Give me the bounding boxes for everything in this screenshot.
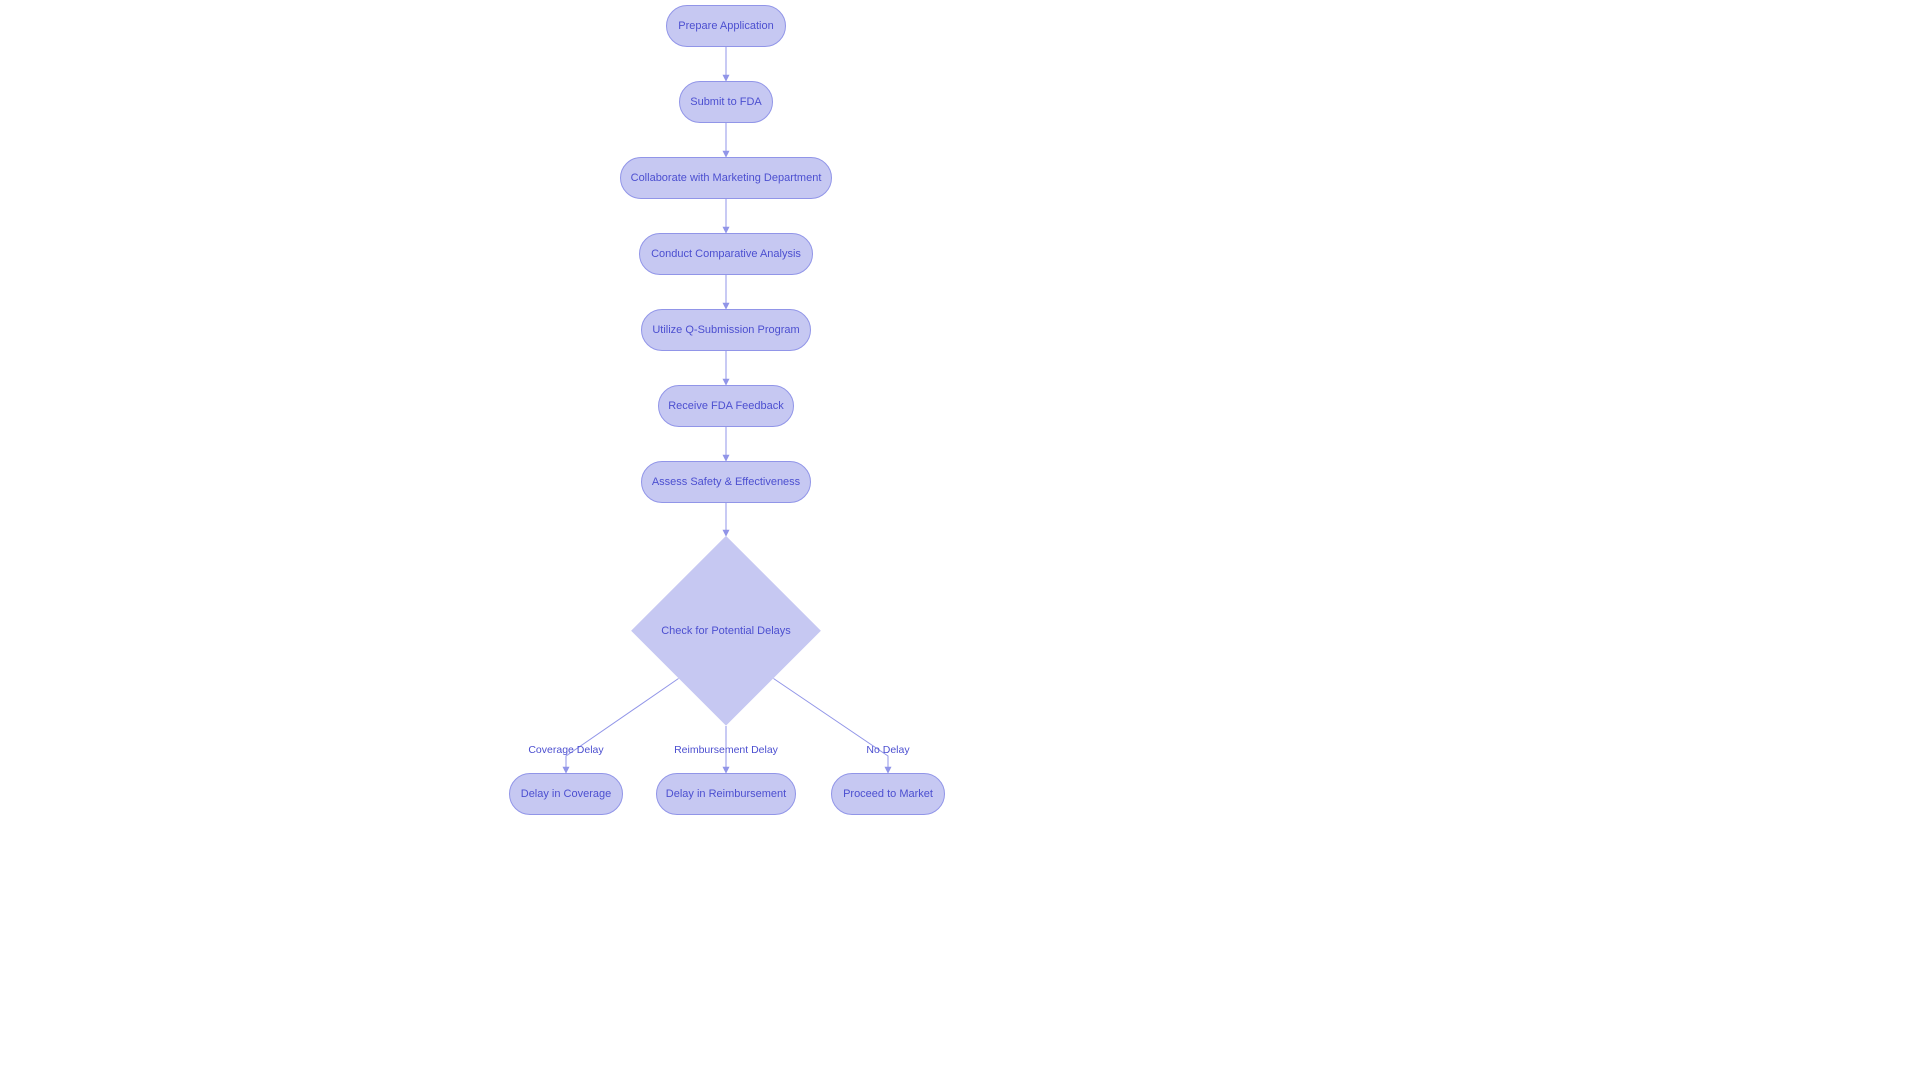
decision-node xyxy=(631,536,821,726)
flowchart-canvas: Prepare Application Submit to FDA Collabor… xyxy=(0,0,1920,1080)
process-node: Delay in Reimbursement xyxy=(656,773,796,815)
process-node: Delay in Coverage xyxy=(509,773,623,815)
process-node: Proceed to Market xyxy=(831,773,945,815)
edge-label: Reimbursement Delay xyxy=(674,744,778,756)
edge-label: Coverage Delay xyxy=(528,744,603,756)
process-node: Submit to FDA xyxy=(679,81,773,123)
process-node: Prepare Application xyxy=(666,5,786,47)
process-node: Assess Safety & Effectiveness xyxy=(641,461,811,503)
process-node: Conduct Comparative Analysis xyxy=(639,233,813,275)
process-node: Receive FDA Feedback xyxy=(658,385,794,427)
process-node: Utilize Q-Submission Program xyxy=(641,309,811,351)
edge-label: No Delay xyxy=(866,744,909,756)
process-node: Collaborate with Marketing Department xyxy=(620,157,832,199)
edges-layer xyxy=(0,0,1920,1080)
